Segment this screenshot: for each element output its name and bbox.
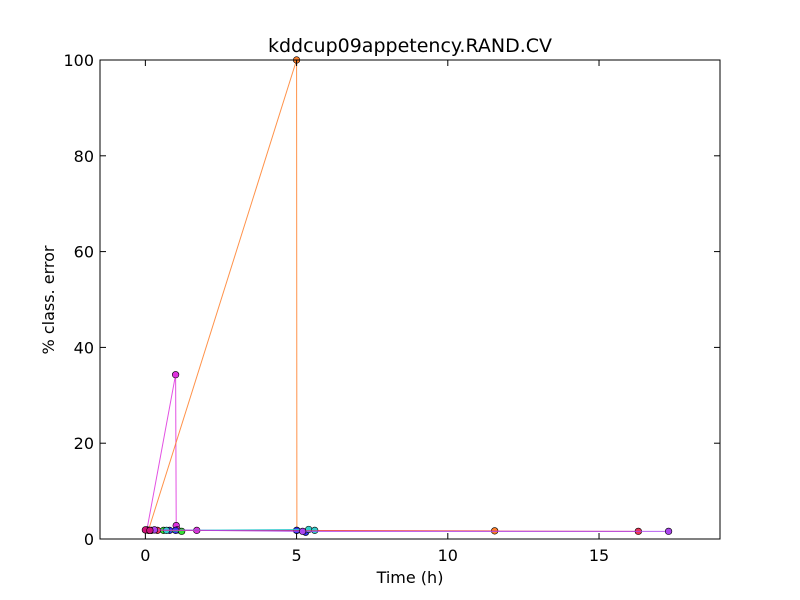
y-tick-label: 60 bbox=[74, 243, 94, 262]
y-tick-label: 100 bbox=[63, 51, 94, 70]
series-7 bbox=[141, 526, 154, 534]
y-tick-label: 0 bbox=[84, 530, 94, 549]
x-tick-label: 0 bbox=[140, 546, 150, 565]
chart-title: kddcup09appetency.RAND.CV bbox=[268, 35, 552, 57]
data-point bbox=[146, 526, 154, 534]
x-tick-label: 15 bbox=[589, 546, 609, 565]
axes-frame bbox=[99, 59, 721, 540]
x-tick-label: 10 bbox=[438, 546, 458, 565]
y-tick-label: 40 bbox=[74, 338, 94, 357]
y-tick-label: 80 bbox=[74, 147, 94, 166]
data-point bbox=[178, 527, 186, 535]
y-tick-label: 20 bbox=[74, 434, 94, 453]
data-point bbox=[172, 371, 180, 379]
x-axis-label: Time (h) bbox=[376, 568, 444, 587]
x-tick-label: 5 bbox=[291, 546, 301, 565]
data-point bbox=[299, 527, 307, 535]
y-axis-label: % class. error bbox=[39, 245, 58, 354]
tick-layer: 0 5 10 15 0 20 40 60 80 100 bbox=[63, 51, 720, 565]
plot-area: 0 5 10 15 0 20 40 60 80 100 bbox=[63, 51, 721, 565]
data-point bbox=[664, 527, 673, 535]
